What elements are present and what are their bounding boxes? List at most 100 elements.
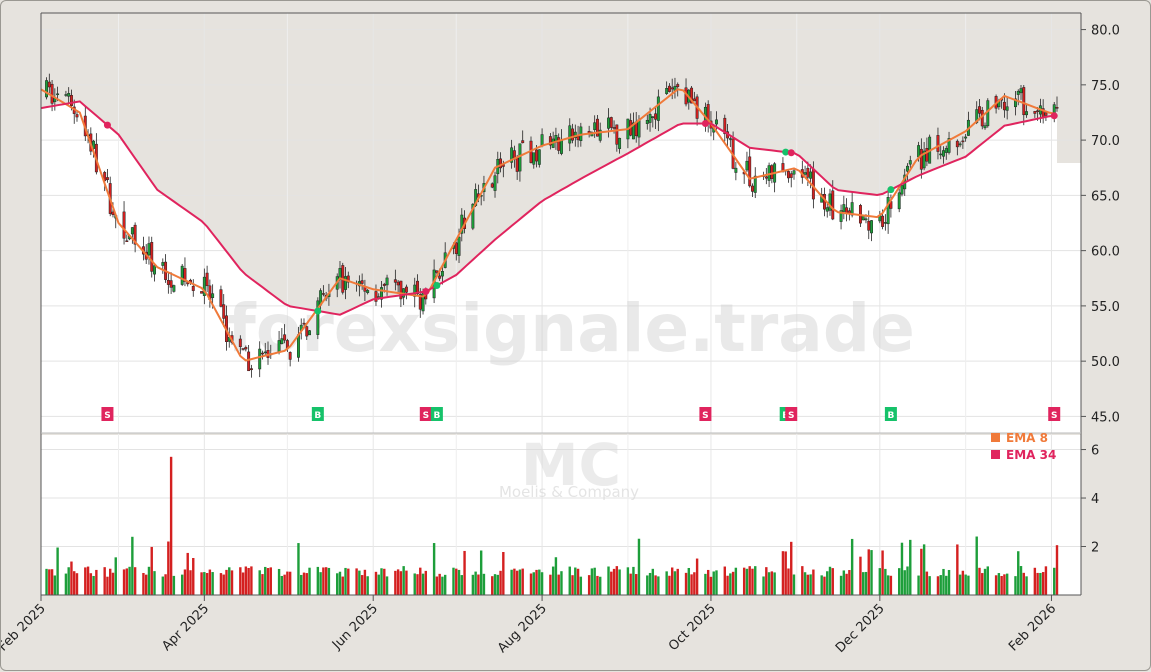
date-tick-label: Dec 2025 xyxy=(833,601,888,656)
candle-body xyxy=(249,368,253,371)
signal-label: S xyxy=(104,411,110,421)
candle-body xyxy=(346,275,350,283)
candle-body xyxy=(277,340,281,353)
volume-bar xyxy=(1003,574,1006,595)
date-tick-label: Oct 2025 xyxy=(666,601,719,654)
volume-bar xyxy=(250,566,253,595)
volume-bar xyxy=(687,567,691,595)
candle-body xyxy=(811,168,815,200)
volume-bar xyxy=(684,572,688,595)
sell-signal-marker xyxy=(1048,407,1061,421)
volume-bar xyxy=(859,556,862,595)
date-tick-label: Feb 2025 xyxy=(1,601,49,654)
volume-bar xyxy=(150,546,153,595)
price-tick-label: 60.0 xyxy=(1091,245,1120,260)
volume-bar xyxy=(225,569,228,595)
volume-bar xyxy=(864,571,868,595)
volume-bar xyxy=(443,574,447,595)
candle-body xyxy=(537,149,541,165)
volume-bar xyxy=(460,575,463,595)
sell-crossover-dot xyxy=(422,288,430,296)
volume-bar xyxy=(385,576,389,595)
candle-body xyxy=(460,214,464,234)
volume-bar xyxy=(997,573,1001,595)
price-tick-label: 50.0 xyxy=(1091,355,1120,370)
volume-bar xyxy=(1022,572,1025,595)
candle-body xyxy=(936,135,940,152)
volume-bar xyxy=(269,567,272,595)
volume-bar xyxy=(787,568,790,595)
candle-body xyxy=(751,185,754,192)
volume-bar xyxy=(571,575,574,595)
volume-bar xyxy=(981,573,984,595)
volume-bar xyxy=(765,567,768,595)
candle-body xyxy=(557,137,561,151)
volume-bar xyxy=(366,576,369,595)
signal-label: B xyxy=(887,411,894,421)
volume-bar xyxy=(377,574,380,595)
candle-body xyxy=(147,243,151,256)
volume-bar xyxy=(615,566,619,595)
volume-bar xyxy=(518,569,522,595)
signal-label: S xyxy=(423,411,429,421)
volume-bar xyxy=(754,566,757,595)
volume-bar xyxy=(801,566,804,595)
volume-bar xyxy=(1025,576,1028,595)
volume-bar xyxy=(579,576,583,595)
candle-body xyxy=(958,143,962,146)
candle-body xyxy=(418,294,422,310)
volume-bar xyxy=(803,572,807,595)
price-tick-label: 75.0 xyxy=(1091,79,1120,94)
volume-bar xyxy=(983,568,987,595)
volume-bar xyxy=(164,574,167,595)
volume-bar xyxy=(56,547,59,595)
candle-body xyxy=(263,351,267,354)
candle-body xyxy=(548,136,552,146)
candle-body xyxy=(125,240,129,242)
volume-bar xyxy=(419,567,422,595)
date-tick-label: Aug 2025 xyxy=(495,601,550,656)
volume-bar xyxy=(806,574,810,595)
volume-bar xyxy=(421,573,425,595)
volume-bar xyxy=(73,571,76,595)
candle-body xyxy=(1022,87,1026,116)
volume-bar xyxy=(706,569,710,595)
candle-body xyxy=(753,175,757,193)
volume-bar xyxy=(1041,572,1045,595)
candle-body xyxy=(396,281,400,286)
candle-body xyxy=(222,304,226,319)
candle-body xyxy=(670,87,674,90)
volume-bar xyxy=(790,541,793,595)
candle-body xyxy=(360,280,364,284)
candle-body xyxy=(864,218,868,221)
candle-body xyxy=(839,210,843,222)
sell-signal-marker xyxy=(699,407,712,421)
candle-body xyxy=(64,94,68,96)
volume-bar xyxy=(792,574,796,595)
volume-bar xyxy=(219,573,223,595)
volume-bar xyxy=(540,572,544,595)
volume-bar xyxy=(86,566,90,595)
candle-body xyxy=(955,140,959,148)
sell-crossover-dot xyxy=(787,149,795,157)
volume-bar xyxy=(161,576,165,595)
volume-bar xyxy=(925,571,929,595)
volume-bar xyxy=(316,566,320,595)
candle-body xyxy=(908,160,912,165)
volume-bar xyxy=(183,569,187,595)
volume-bar xyxy=(438,573,441,595)
price-tick-label: 45.0 xyxy=(1091,410,1120,425)
candle-body xyxy=(787,171,790,179)
volume-bar xyxy=(646,575,649,595)
volume-bar xyxy=(515,570,519,595)
signal-markers: SBSBSBSBS xyxy=(101,407,1061,421)
volume-bar xyxy=(172,575,176,595)
volume-bar xyxy=(884,568,887,595)
volume-bar xyxy=(241,572,245,595)
sell-crossover-dot xyxy=(701,120,709,128)
volume-bar xyxy=(590,568,594,595)
candle-body xyxy=(571,128,574,141)
volume-bar xyxy=(336,573,339,595)
volume-bar xyxy=(956,544,959,595)
volume-bar xyxy=(432,543,436,595)
